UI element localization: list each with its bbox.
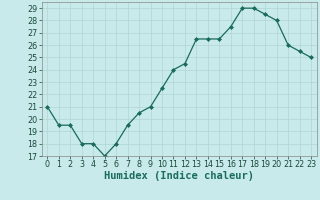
X-axis label: Humidex (Indice chaleur): Humidex (Indice chaleur)	[104, 171, 254, 181]
